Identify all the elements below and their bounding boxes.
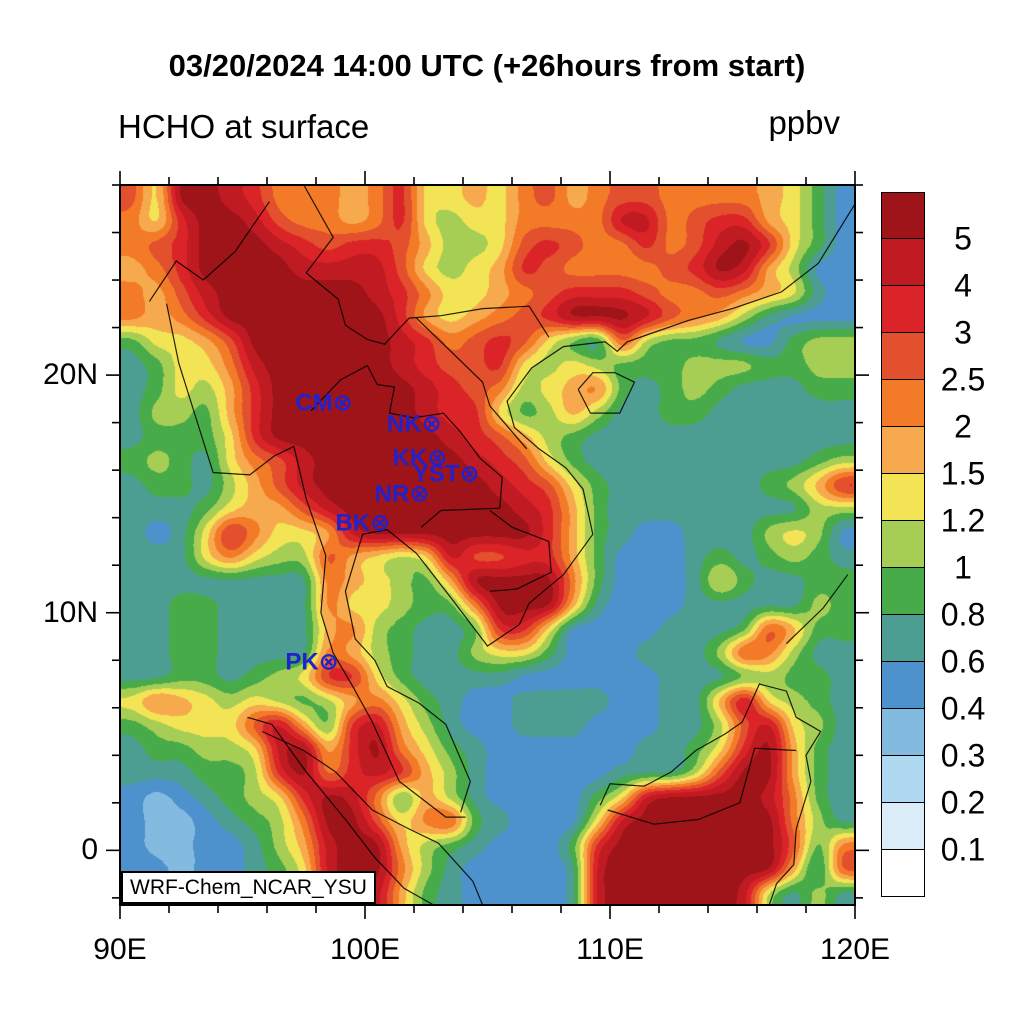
colorbar-tick-label: 4 [954, 267, 972, 304]
colorbar-swatch [881, 427, 925, 474]
colorbar-swatch [881, 756, 925, 803]
x-axis-label: 110E [576, 933, 644, 966]
colorbar-tick-label: 1.2 [940, 502, 986, 539]
station-marker-cm: CM⊗ [295, 389, 353, 417]
x-axis-label: 120E [819, 933, 891, 966]
colorbar-swatch [881, 239, 925, 286]
colorbar-swatch [881, 615, 925, 662]
colorbar-tick-label: 0.6 [940, 643, 986, 680]
timestamp-title: 03/20/2024 14:00 UTC (+26hours from star… [168, 48, 806, 83]
colorbar-swatch [881, 850, 925, 897]
colorbar-tick-label: 2 [954, 408, 972, 445]
colorbar-swatch [881, 474, 925, 521]
colorbar-swatch [881, 521, 925, 568]
colorbar-swatch [881, 333, 925, 380]
colorbar [881, 192, 925, 897]
colorbar-tick-label: 0.4 [940, 690, 986, 727]
y-axis-label: 0 [81, 833, 98, 867]
colorbar-tick-label: 1 [954, 549, 972, 586]
station-marker-yst: YST⊗ [412, 460, 480, 488]
colorbar-tick-label: 2.5 [940, 361, 986, 398]
colorbar-swatch [881, 709, 925, 756]
x-axis-label: 90E [93, 933, 147, 966]
colorbar-tick-label: 0.1 [940, 831, 986, 868]
x-axis-label: 100E [329, 933, 401, 966]
colorbar-tick-label: 1.5 [940, 455, 986, 492]
colorbar-tick-label: 5 [954, 220, 972, 257]
colorbar-swatch [881, 380, 925, 427]
colorbar-swatch [881, 568, 925, 615]
concentration-field-canvas [120, 185, 855, 905]
station-marker-nr: NR⊗ [374, 480, 430, 508]
model-label-box: WRF-Chem_NCAR_YSU [121, 871, 376, 904]
colorbar-swatch [881, 803, 925, 850]
units-label: ppbv [768, 104, 840, 141]
station-marker-kk: KK⊗ [392, 444, 448, 472]
colorbar-swatch [881, 286, 925, 333]
y-axis-label: 20N [42, 358, 98, 392]
colorbar-tick-label: 0.8 [940, 596, 986, 633]
colorbar-tick-label: 0.2 [940, 784, 986, 821]
station-marker-bk: BK⊗ [335, 508, 391, 536]
model-label: WRF-Chem_NCAR_YSU [130, 875, 367, 899]
colorbar-tick-label: 0.3 [940, 737, 986, 774]
colorbar-tick-label: 3 [954, 314, 972, 351]
variable-title: HCHO at surface [118, 108, 370, 145]
station-marker-nk: NK⊗ [386, 410, 442, 438]
y-axis-label: 10N [42, 595, 98, 629]
station-marker-pk: PK⊗ [285, 647, 339, 675]
colorbar-swatch [881, 192, 925, 239]
colorbar-swatch [881, 662, 925, 709]
